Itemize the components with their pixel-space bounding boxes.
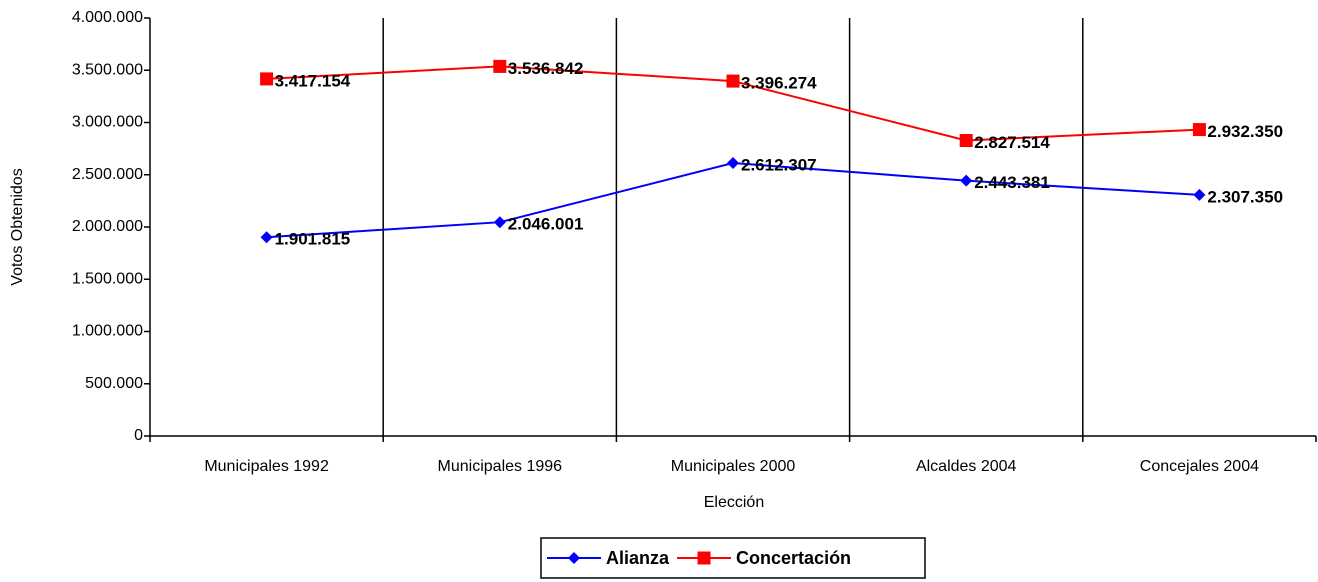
y-tick-label: 0 xyxy=(134,427,143,444)
x-tick-label: Concejales 2004 xyxy=(1140,458,1259,475)
data-label: 3.417.154 xyxy=(275,71,351,90)
y-tick-label: 4.000.000 xyxy=(72,9,143,26)
y-tick-label: 2.500.000 xyxy=(72,166,143,183)
data-label: 2.443.381 xyxy=(974,173,1050,192)
legend-marker xyxy=(568,552,580,564)
marker xyxy=(1192,123,1206,137)
x-axis-label: Elección xyxy=(704,494,764,511)
y-tick-label: 500.000 xyxy=(85,375,143,392)
x-tick-label: Municipales 2000 xyxy=(671,458,796,475)
marker xyxy=(260,231,273,244)
y-tick-label: 1.500.000 xyxy=(72,270,143,287)
x-tick-label: Alcaldes 2004 xyxy=(916,458,1017,475)
data-label: 2.827.514 xyxy=(974,133,1050,152)
y-axis-label: Votos Obtenidos xyxy=(9,168,26,285)
y-tick-label: 1.000.000 xyxy=(72,323,143,340)
data-label: 2.307.350 xyxy=(1207,187,1283,206)
y-tick-label: 3.000.000 xyxy=(72,114,143,131)
legend-label: Concertación xyxy=(736,548,851,568)
data-label: 1.901.815 xyxy=(275,230,351,249)
x-tick-label: Municipales 1992 xyxy=(204,458,329,475)
data-label: 3.536.842 xyxy=(508,59,584,78)
marker xyxy=(959,134,973,148)
y-tick-label: 3.500.000 xyxy=(72,61,143,78)
data-label: 3.396.274 xyxy=(741,74,817,93)
legend-marker xyxy=(697,551,711,565)
data-label: 2.046.001 xyxy=(508,215,584,234)
marker xyxy=(1193,188,1206,201)
legend-box xyxy=(540,537,926,579)
y-tick-label: 2.000.000 xyxy=(72,218,143,235)
marker xyxy=(493,59,507,73)
marker xyxy=(960,174,973,187)
data-label: 2.612.307 xyxy=(741,155,817,174)
marker xyxy=(726,74,740,88)
legend-label: Alianza xyxy=(606,548,670,568)
marker xyxy=(727,157,739,170)
marker xyxy=(260,72,274,86)
series-line xyxy=(266,162,1200,239)
data-label: 2.932.350 xyxy=(1207,122,1283,141)
x-tick-label: Municipales 1996 xyxy=(438,458,563,475)
marker xyxy=(493,216,506,229)
